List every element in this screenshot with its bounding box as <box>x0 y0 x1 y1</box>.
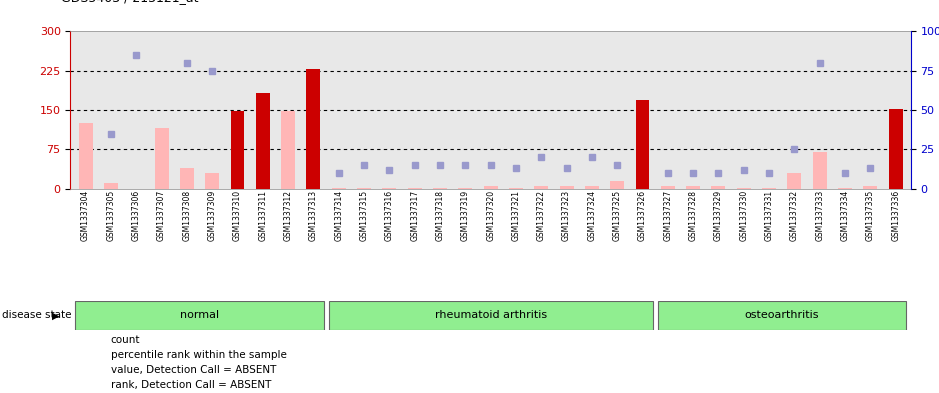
Bar <box>180 168 193 189</box>
Bar <box>484 186 498 189</box>
Bar <box>458 187 472 189</box>
Bar <box>838 187 852 189</box>
Bar <box>610 181 624 189</box>
Bar <box>661 186 675 189</box>
Bar <box>509 187 523 189</box>
Bar <box>686 186 700 189</box>
Bar <box>636 99 650 189</box>
Text: count: count <box>111 335 140 345</box>
Bar <box>382 187 396 189</box>
Bar <box>433 187 447 189</box>
Text: normal: normal <box>180 310 219 320</box>
Bar <box>888 109 902 189</box>
Text: rank, Detection Call = ABSENT: rank, Detection Call = ABSENT <box>111 380 271 390</box>
Bar <box>104 184 118 189</box>
Text: osteoarthritis: osteoarthritis <box>745 310 819 320</box>
Bar <box>155 129 168 189</box>
Bar <box>281 111 295 189</box>
Bar <box>813 152 826 189</box>
Text: value, Detection Call = ABSENT: value, Detection Call = ABSENT <box>111 365 276 375</box>
Bar <box>329 301 653 330</box>
Bar <box>408 187 422 189</box>
Bar <box>331 187 346 189</box>
Bar <box>788 173 801 189</box>
Bar <box>306 69 320 189</box>
Bar <box>255 93 269 189</box>
Bar <box>863 186 877 189</box>
Bar <box>357 187 371 189</box>
Bar <box>762 187 776 189</box>
Bar <box>231 111 244 189</box>
Text: GDS5403 / 213121_at: GDS5403 / 213121_at <box>61 0 198 4</box>
Text: ▶: ▶ <box>52 310 59 320</box>
Bar <box>560 186 574 189</box>
Bar <box>206 173 219 189</box>
Bar <box>712 186 726 189</box>
Bar <box>585 186 599 189</box>
Bar <box>737 187 750 189</box>
Text: percentile rank within the sample: percentile rank within the sample <box>111 350 286 360</box>
Text: rheumatoid arthritis: rheumatoid arthritis <box>435 310 546 320</box>
Text: disease state: disease state <box>2 310 71 320</box>
Bar <box>534 186 548 189</box>
Bar <box>75 301 324 330</box>
Bar <box>657 301 906 330</box>
Bar <box>79 123 93 189</box>
